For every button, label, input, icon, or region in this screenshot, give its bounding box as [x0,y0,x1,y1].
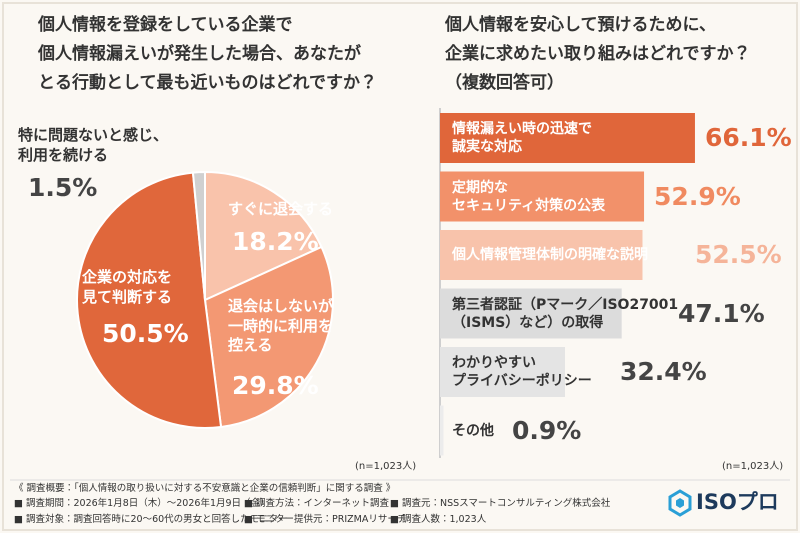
pie-slice [204,170,323,302]
bar [440,347,565,397]
chart-title: 個人情報を安心して預けるために、 [445,15,716,35]
survey-summary: 《 調査概要：「個人情報の取り扱いに対する不安意識と企業の信頼判断」に関する調査… [14,483,396,494]
survey-detail: ■ 調査人数：1,023人 [390,514,487,525]
bar [440,405,444,456]
bar-label: 情報漏えい時の迅速で 誠実な対応 [452,120,592,155]
bar [440,113,695,163]
chart-title: 企業に求めたい取り組みはどれですか？ [445,44,751,64]
chart-title: 個人情報を登録をしている企業で [38,15,293,35]
logo-icon [668,489,692,517]
bar-label: 定期的な セキュリティ対策の公表 [452,179,606,214]
bar-value: 52.9% [654,181,741,211]
bar [440,288,622,339]
chart-title: （複数回答可） [445,73,564,93]
bar-value: 0.9% [512,415,582,445]
bar [440,171,645,222]
bar [440,230,643,280]
sample-note: (n=1,023人) [355,461,417,472]
pie-slice [203,245,334,429]
bar-label: 個人情報管理体制の明確な説明 [452,246,648,263]
bar-value: 52.5% [695,239,782,269]
slice-value: 1.5% [28,173,98,202]
pie-slice [191,170,206,301]
slice-value: 18.2% [232,227,319,256]
bar-value: 66.1% [704,122,792,152]
survey-detail: ■ 調査方法：インターネット調査 [244,498,389,509]
slice-label: 企業の対応を 見て判断する [82,268,173,306]
chart-title: 個人情報漏えいが発生した場合、あなたが [38,44,361,64]
slice-label: 特に問題ないと感じ、 利用を続ける [18,126,169,164]
pie-slice [76,171,223,429]
bar-value: 47.1% [678,298,765,328]
survey-detail: ■ モニター提供元：PRIZMAリサーチ [244,514,407,525]
survey-detail: ■ 調査対象：調査回答時に20～60代の男女と回答したモニター [14,514,288,525]
bar-label: その他 [452,422,494,439]
slice-value: 50.5% [102,319,189,348]
slice-label: 退会はしないが 一時的に利用を 控える [228,297,334,354]
survey-detail: ■ 調査期間：2026年1月8日（木）～2026年1月9日（金） [14,498,270,509]
sample-note: (n=1,023人) [722,461,784,472]
logo-text: ISOプロ [696,490,779,514]
slice-label: すぐに退会する [228,200,334,218]
bar-label: わかりやすい プライバシーポリシー [452,354,592,389]
bar-value: 32.4% [620,356,707,386]
bar-label: 第三者認証（Pマーク／ISO27001 （ISMS）など）の取得 [452,296,679,331]
slice-value: 29.8% [232,371,319,400]
survey-detail: ■ 調査元：NSSスマートコンサルティング株式会社 [390,498,611,509]
chart-title: とる行動として最も近いものはどれですか？ [38,73,377,93]
